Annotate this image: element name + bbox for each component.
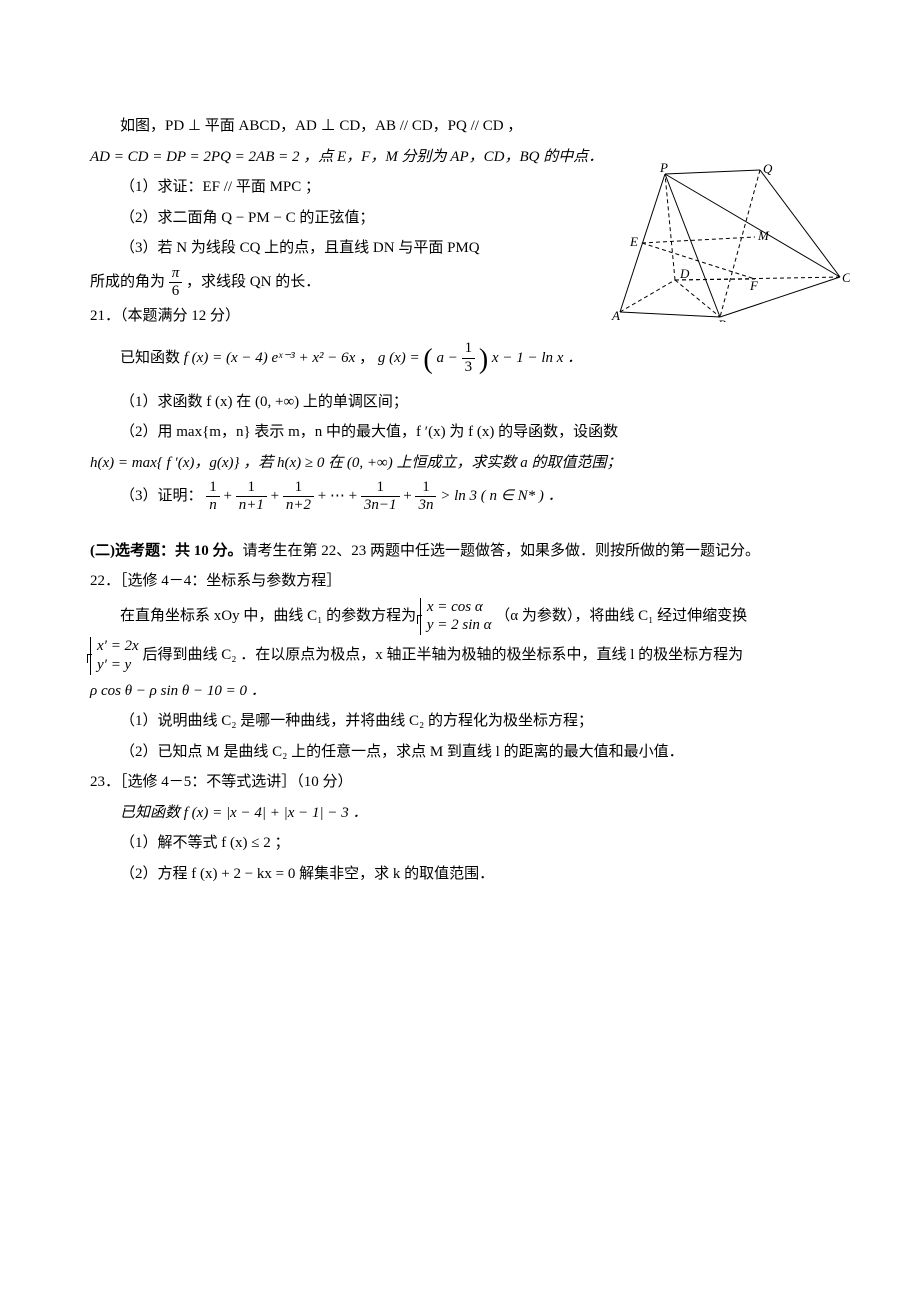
q21-part3: （3）证明： 1n + 1n+1 + 1n+2 + ⋯ + 13n−1 + 13… — [90, 479, 830, 515]
fraction: 1 3 — [462, 340, 476, 376]
svg-text:E: E — [629, 234, 638, 249]
svg-text:B: B — [718, 317, 726, 322]
q21-def: 已知函数 f (x) = (x − 4) eˣ⁻³ + x² − 6x ， g … — [90, 333, 830, 386]
q23-part1: （1）解不等式 f (x) ≤ 2 ； — [90, 829, 830, 858]
q22-line1: 在直角坐标系 xOy 中，曲线 C₁ 的参数方程为 x = cos α y = … — [90, 598, 830, 636]
q22-line2: x′ = 2x y′ = y 后得到曲线 C₂ ．在以原点为极点，x 轴正半轴为… — [90, 637, 830, 675]
q21-part1: （1）求函数 f (x) 在 (0, +∞) 上的单调区间； — [90, 388, 830, 417]
q23-header: 23．［选修 4－5：不等式选讲］（10 分） — [90, 768, 830, 797]
q20-intro: 如图，PD ⊥ 平面 ABCD，AD ⊥ CD，AB // CD，PQ // C… — [90, 112, 680, 141]
q21-part2a: （2）用 max{m，n} 表示 m，n 中的最大值，f ′(x) 为 f (x… — [90, 418, 830, 447]
q22-polar: ρ cos θ − ρ sin θ − 10 = 0 ． — [90, 677, 830, 706]
svg-text:M: M — [757, 228, 770, 243]
q21-part2b: h(x) = max{ f ′(x)，g(x)} ，若 h(x) ≥ 0 在 (… — [90, 449, 830, 478]
optional-heading: (二)选考题：共 10 分。请考生在第 22、23 两题中任选一题做答，如果多做… — [90, 537, 830, 566]
svg-text:C: C — [842, 270, 850, 285]
svg-text:Q: Q — [763, 162, 773, 176]
fraction: π 6 — [169, 265, 183, 301]
q23-part2: （2）方程 f (x) + 2 − kx = 0 解集非空，求 k 的取值范围． — [90, 860, 830, 889]
geometry-diagram: P Q A B C D E F M — [590, 162, 850, 322]
q22-part2: （2）已知点 M 是曲线 C₂ 上的任意一点，求点 M 到直线 l 的距离的最大… — [90, 738, 830, 767]
svg-text:F: F — [749, 278, 759, 293]
case-bracket: x = cos α y = 2 sin α — [420, 598, 492, 636]
q22-part1: （1）说明曲线 C₂ 是哪一种曲线，并将曲线 C₂ 的方程化为极坐标方程； — [90, 707, 830, 736]
text: AD = CD = DP = 2PQ = 2AB = 2 ，点 E，F，M 分别… — [90, 149, 603, 165]
q22-header: 22．［选修 4－4：坐标系与参数方程］ — [90, 567, 830, 596]
text: 如图，PD ⊥ 平面 ABCD，AD ⊥ CD，AB // CD，PQ // C… — [120, 118, 522, 134]
q23-def: 已知函数 f (x) = |x − 4| + |x − 1| − 3 ． — [90, 799, 830, 828]
svg-text:D: D — [679, 266, 690, 281]
case-bracket: x′ = 2x y′ = y — [90, 637, 139, 675]
svg-text:A: A — [611, 308, 620, 322]
svg-text:P: P — [659, 162, 668, 175]
